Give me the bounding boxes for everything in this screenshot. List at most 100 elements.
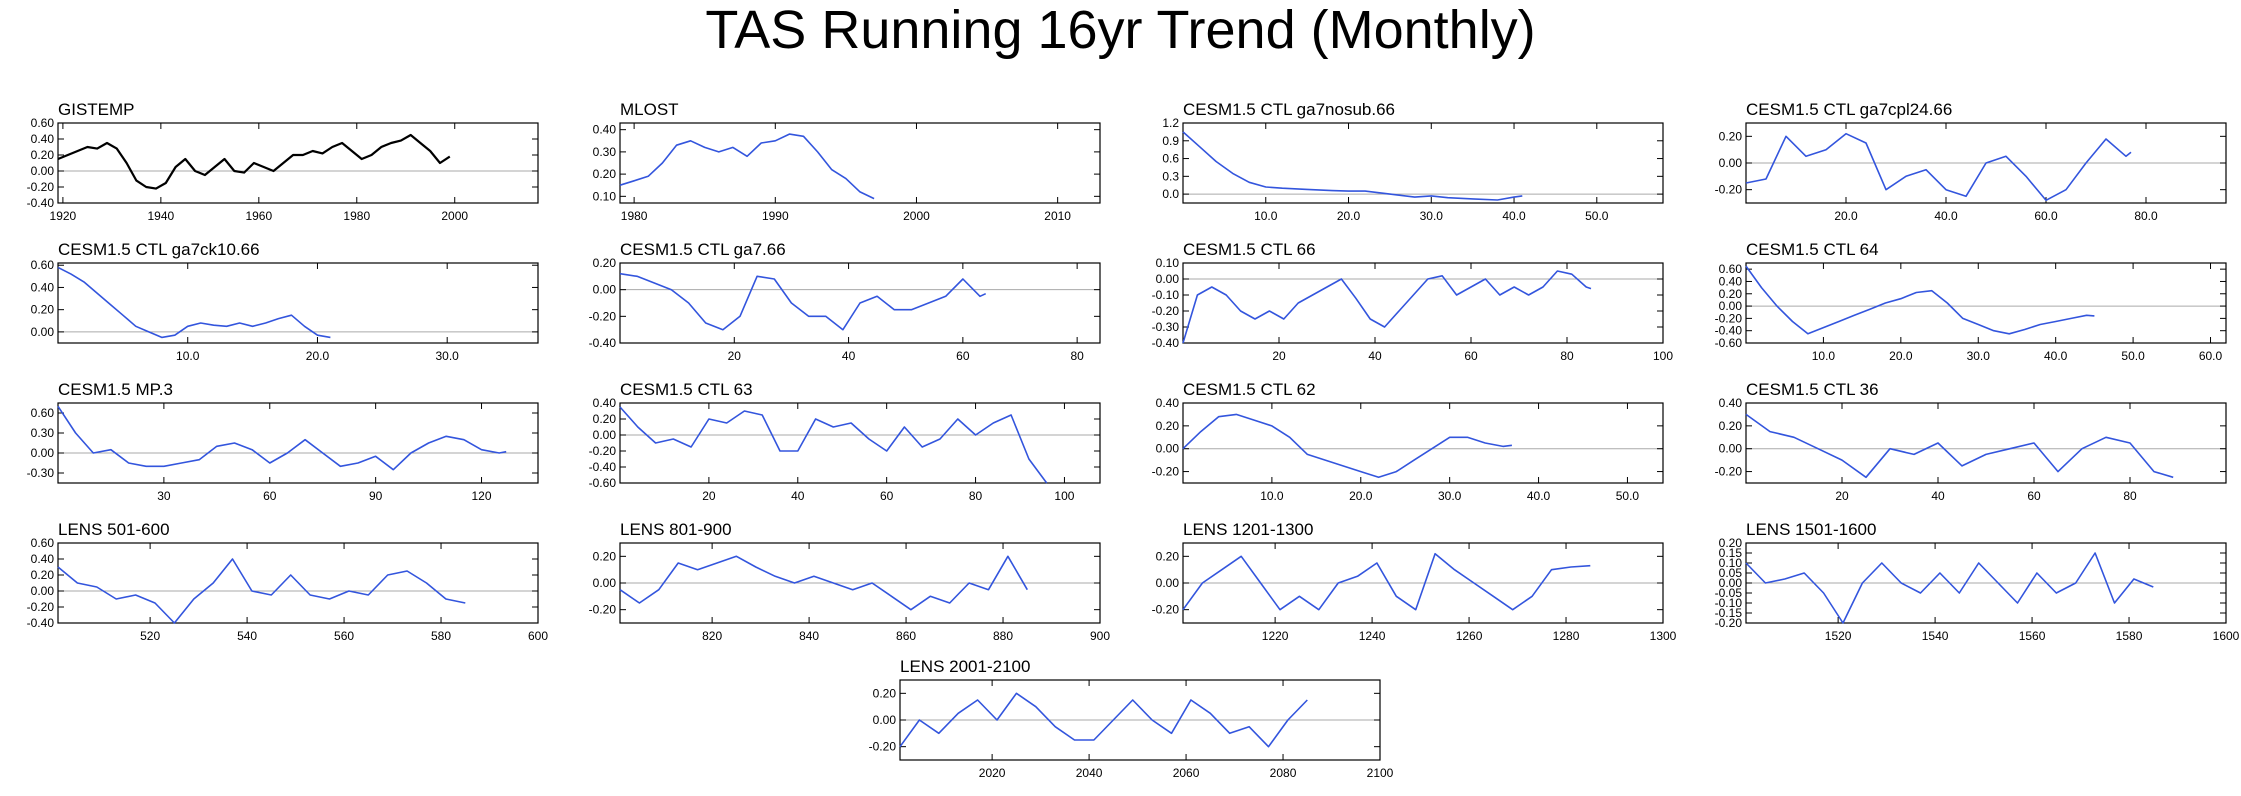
y-tick-label: -0.20 <box>27 180 55 194</box>
plot-frame <box>57 122 539 204</box>
y-tick-label: 0.20 <box>1156 419 1180 433</box>
y-tick-label: 0.15 <box>1719 546 1743 560</box>
panel-title: CESM1.5 MP.3 <box>58 380 173 399</box>
y-tick-label: 0.6 <box>1162 152 1179 166</box>
y-tick-label: 0.60 <box>31 536 55 550</box>
y-tick-label: 0.00 <box>31 446 55 460</box>
y-tick-label: 0.20 <box>593 167 617 181</box>
y-tick-label: -0.60 <box>1715 336 1743 350</box>
y-tick-label: 0.00 <box>1156 576 1180 590</box>
x-tick-label: 1600 <box>2213 629 2240 643</box>
x-tick-label: 900 <box>1090 629 1110 643</box>
x-tick-label: 20.0 <box>1834 209 1858 223</box>
x-tick-label: 1980 <box>343 209 370 223</box>
panel-title: CESM1.5 CTL ga7.66 <box>620 240 786 259</box>
y-tick-label: -0.05 <box>1715 586 1743 600</box>
x-tick-label: 80 <box>1070 349 1084 363</box>
y-tick-label: 0.40 <box>1156 396 1180 410</box>
y-tick-label: 0.05 <box>1719 566 1743 580</box>
y-tick-label: 1.2 <box>1162 116 1179 130</box>
x-tick-label: 40 <box>842 349 856 363</box>
x-tick-label: 1540 <box>1922 629 1949 643</box>
panel-14: LENS 1201-1300 -0.20 0.00 0.20 1220 1240 1260 1… <box>1152 520 1677 643</box>
series-line <box>619 133 875 200</box>
y-tick-label: 0.40 <box>31 280 55 294</box>
series-line <box>1745 132 2132 202</box>
plot-frame <box>619 122 1101 204</box>
y-tick-label: -0.20 <box>1152 304 1180 318</box>
x-tick-label: 2100 <box>1367 766 1394 780</box>
x-tick-label: 560 <box>334 629 354 643</box>
plot-frame <box>57 262 539 344</box>
panel-13: LENS 801-900 -0.20 0.00 0.20 820 840 860 880 900 <box>589 520 1111 643</box>
x-tick-label: 60 <box>263 489 277 503</box>
y-tick-label: 0.20 <box>1719 129 1743 143</box>
y-tick-label: 0.30 <box>593 145 617 159</box>
x-tick-label: 50.0 <box>2121 349 2145 363</box>
panel-title: CESM1.5 CTL 66 <box>1183 240 1316 259</box>
plot-frame <box>1182 122 1664 204</box>
x-tick-label: 2000 <box>441 209 468 223</box>
x-tick-label: 1520 <box>1825 629 1852 643</box>
panel-title: CESM1.5 CTL 36 <box>1746 380 1879 399</box>
x-tick-label: 2040 <box>1076 766 1103 780</box>
y-tick-label: 0.60 <box>1719 262 1743 276</box>
y-tick-label: 0.40 <box>31 132 55 146</box>
x-tick-label: 2060 <box>1173 766 1200 780</box>
panel-title: CESM1.5 CTL ga7cpl24.66 <box>1746 100 1952 119</box>
y-tick-label: -0.20 <box>1715 183 1743 197</box>
x-tick-label: 2020 <box>979 766 1006 780</box>
x-tick-label: 1220 <box>1262 629 1289 643</box>
x-tick-label: 580 <box>431 629 451 643</box>
panel-6: CESM1.5 CTL 66 -0.40 -0.30 -0.20 -0.10 0.00 0.… <box>1152 240 1674 363</box>
y-tick-label: 0.40 <box>593 396 617 410</box>
x-tick-label: 1240 <box>1359 629 1386 643</box>
x-tick-label: 30.0 <box>436 349 460 363</box>
x-tick-label: 30.0 <box>1438 489 1462 503</box>
x-tick-label: 80.0 <box>2134 209 2158 223</box>
y-tick-label: -0.60 <box>589 476 617 490</box>
x-tick-label: 30.0 <box>1967 349 1991 363</box>
y-tick-label: 0.60 <box>31 258 55 272</box>
panel-2: CESM1.5 CTL ga7nosub.66 0.0 0.3 0.6 0.9 1.2 10… <box>1162 100 1664 223</box>
x-tick-label: 820 <box>702 629 722 643</box>
series-line <box>899 692 1308 748</box>
y-tick-label: 0.9 <box>1162 134 1179 148</box>
x-tick-label: 40 <box>791 489 805 503</box>
y-tick-label: 0.10 <box>593 189 617 203</box>
x-tick-label: 20.0 <box>1349 489 1373 503</box>
series-line <box>57 133 451 190</box>
panel-title: LENS 2001-2100 <box>900 657 1030 676</box>
y-tick-label: -0.20 <box>1715 616 1743 630</box>
y-tick-label: 0.20 <box>31 568 55 582</box>
x-tick-label: 20 <box>728 349 742 363</box>
y-tick-label: 0.0 <box>1162 187 1179 201</box>
x-tick-label: 40.0 <box>1527 489 1551 503</box>
x-tick-label: 1280 <box>1553 629 1580 643</box>
x-tick-label: 60 <box>956 349 970 363</box>
series-line <box>1182 131 1523 201</box>
y-tick-label: 0.20 <box>1719 287 1743 301</box>
y-tick-label: 0.60 <box>31 116 55 130</box>
x-tick-label: 40.0 <box>2044 349 2068 363</box>
y-tick-label: 0.20 <box>593 412 617 426</box>
x-tick-label: 20 <box>1835 489 1849 503</box>
x-tick-label: 80 <box>2123 489 2137 503</box>
x-tick-label: 1300 <box>1650 629 1677 643</box>
y-tick-label: -0.20 <box>589 309 617 323</box>
x-tick-label: 50.0 <box>1616 489 1640 503</box>
x-tick-label: 1260 <box>1456 629 1483 643</box>
panel-9: CESM1.5 CTL 63 -0.60 -0.40 -0.20 0.00 0.20 0.4… <box>589 380 1101 503</box>
y-tick-label: 0.40 <box>1719 396 1743 410</box>
plot-frame <box>1745 402 2227 484</box>
series-line <box>1745 552 2154 624</box>
x-tick-label: 20.0 <box>1889 349 1913 363</box>
plot-frame <box>57 542 539 624</box>
y-tick-label: 0.40 <box>1719 274 1743 288</box>
y-tick-label: 0.20 <box>873 686 897 700</box>
x-tick-label: 880 <box>993 629 1013 643</box>
y-tick-label: -0.20 <box>589 444 617 458</box>
y-tick-label: 0.10 <box>1719 556 1743 570</box>
x-tick-label: 60 <box>880 489 894 503</box>
x-tick-label: 20.0 <box>306 349 330 363</box>
